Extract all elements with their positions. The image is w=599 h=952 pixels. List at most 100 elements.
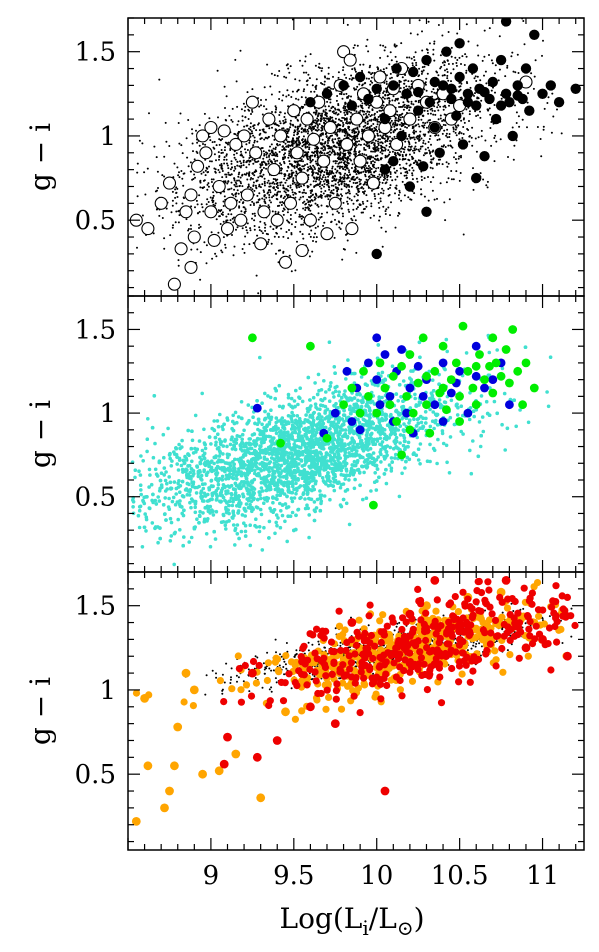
background-dots-point	[398, 191, 401, 194]
background-dots-point	[263, 184, 266, 187]
filled-circles-point	[524, 105, 535, 116]
background-dots-point	[334, 117, 337, 120]
background-dots-point	[324, 105, 327, 108]
background-dots-point	[337, 165, 340, 168]
background-dots-point	[350, 167, 353, 169]
background-dots-point	[302, 71, 305, 74]
filled-circles-point	[346, 100, 358, 111]
background-dots-point	[338, 183, 341, 186]
background-dots-point	[494, 64, 497, 67]
background-dots-point	[284, 129, 287, 132]
background-dots-point	[234, 195, 237, 198]
background-dots-point	[357, 187, 360, 190]
background-dots-point	[441, 163, 444, 166]
background-dots-point	[426, 72, 429, 75]
filled-circles-point	[471, 100, 482, 111]
background-dots-point	[190, 205, 193, 208]
background-dots-point	[373, 193, 376, 195]
background-dots-point	[251, 212, 254, 215]
top-panel-ticks: 0.511.5	[75, 17, 584, 296]
background-dots-point	[367, 50, 370, 53]
background-dots-point	[360, 138, 363, 141]
background-dots-point	[373, 157, 376, 160]
background-dots-point	[443, 74, 446, 76]
background-dots-point	[292, 124, 295, 127]
background-dots-point	[327, 175, 330, 178]
background-dots-point	[308, 127, 310, 130]
background-dots-point	[334, 168, 337, 171]
background-dots-point	[202, 171, 205, 174]
background-dots-point	[330, 151, 333, 154]
background-dots-point	[526, 101, 529, 104]
background-dots-point	[315, 84, 318, 87]
background-dots-point	[336, 108, 339, 111]
background-dots-point	[347, 162, 350, 165]
background-dots-point	[283, 177, 286, 180]
background-dots-point	[370, 168, 373, 170]
background-dots-point	[348, 151, 351, 154]
background-dots-point	[297, 98, 300, 101]
open-circles-point	[350, 112, 364, 126]
background-dots-point	[225, 154, 228, 157]
background-dots-point	[300, 185, 303, 188]
background-dots-point	[243, 109, 246, 112]
background-dots-point	[253, 124, 256, 127]
background-dots-point	[293, 165, 296, 167]
background-dots-point	[320, 129, 323, 132]
background-dots-point	[198, 227, 200, 229]
background-dots-point	[238, 201, 241, 203]
background-dots-point	[459, 96, 462, 99]
background-dots-point	[282, 251, 285, 254]
background-dots-point	[164, 121, 167, 124]
background-dots-point	[377, 166, 380, 169]
background-dots-point	[286, 140, 289, 143]
background-dots-point	[430, 90, 433, 93]
background-dots-point	[439, 105, 442, 108]
background-dots-point	[411, 172, 414, 175]
background-dots-point	[473, 77, 476, 80]
background-dots-point	[348, 171, 351, 174]
background-dots-point	[418, 19, 421, 22]
background-dots-point	[302, 237, 305, 240]
background-dots-point	[327, 194, 330, 197]
background-dots-point	[410, 80, 413, 83]
background-dots-point	[337, 188, 340, 191]
background-dots-point	[369, 115, 372, 118]
background-dots-point	[306, 83, 309, 86]
background-dots-point	[397, 214, 399, 217]
background-dots-point	[293, 166, 296, 169]
background-dots-point	[310, 90, 312, 93]
background-dots-point	[331, 148, 334, 151]
background-dots-point	[333, 236, 336, 239]
background-dots-point	[321, 67, 324, 70]
background-dots-point	[339, 197, 342, 200]
background-dots-point	[453, 156, 455, 159]
filled-circles-point	[446, 93, 457, 105]
background-dots-point	[377, 116, 380, 118]
background-dots-point	[335, 99, 338, 102]
background-dots-point	[363, 148, 366, 151]
background-dots-point	[516, 53, 519, 56]
background-dots-point	[259, 186, 262, 189]
background-dots-point	[163, 175, 166, 178]
background-dots-point	[377, 142, 380, 145]
background-dots-point	[366, 122, 369, 125]
background-dots-point	[311, 158, 314, 161]
background-dots-point	[517, 115, 520, 118]
background-dots-point	[314, 119, 317, 122]
background-dots-point	[364, 121, 367, 124]
background-dots-point	[371, 174, 374, 177]
filled-circles-point	[462, 88, 474, 100]
background-dots-point	[297, 139, 300, 142]
background-dots-point	[393, 43, 396, 46]
background-dots-point	[381, 174, 384, 177]
background-dots-point	[323, 221, 326, 224]
background-dots-point	[381, 181, 384, 184]
background-dots-point	[286, 169, 289, 172]
background-dots-point	[258, 183, 261, 186]
background-dots-point	[387, 206, 390, 209]
background-dots-point	[345, 192, 348, 195]
background-dots-point	[353, 144, 356, 147]
background-dots-point	[396, 124, 399, 127]
background-dots-point	[218, 158, 220, 161]
